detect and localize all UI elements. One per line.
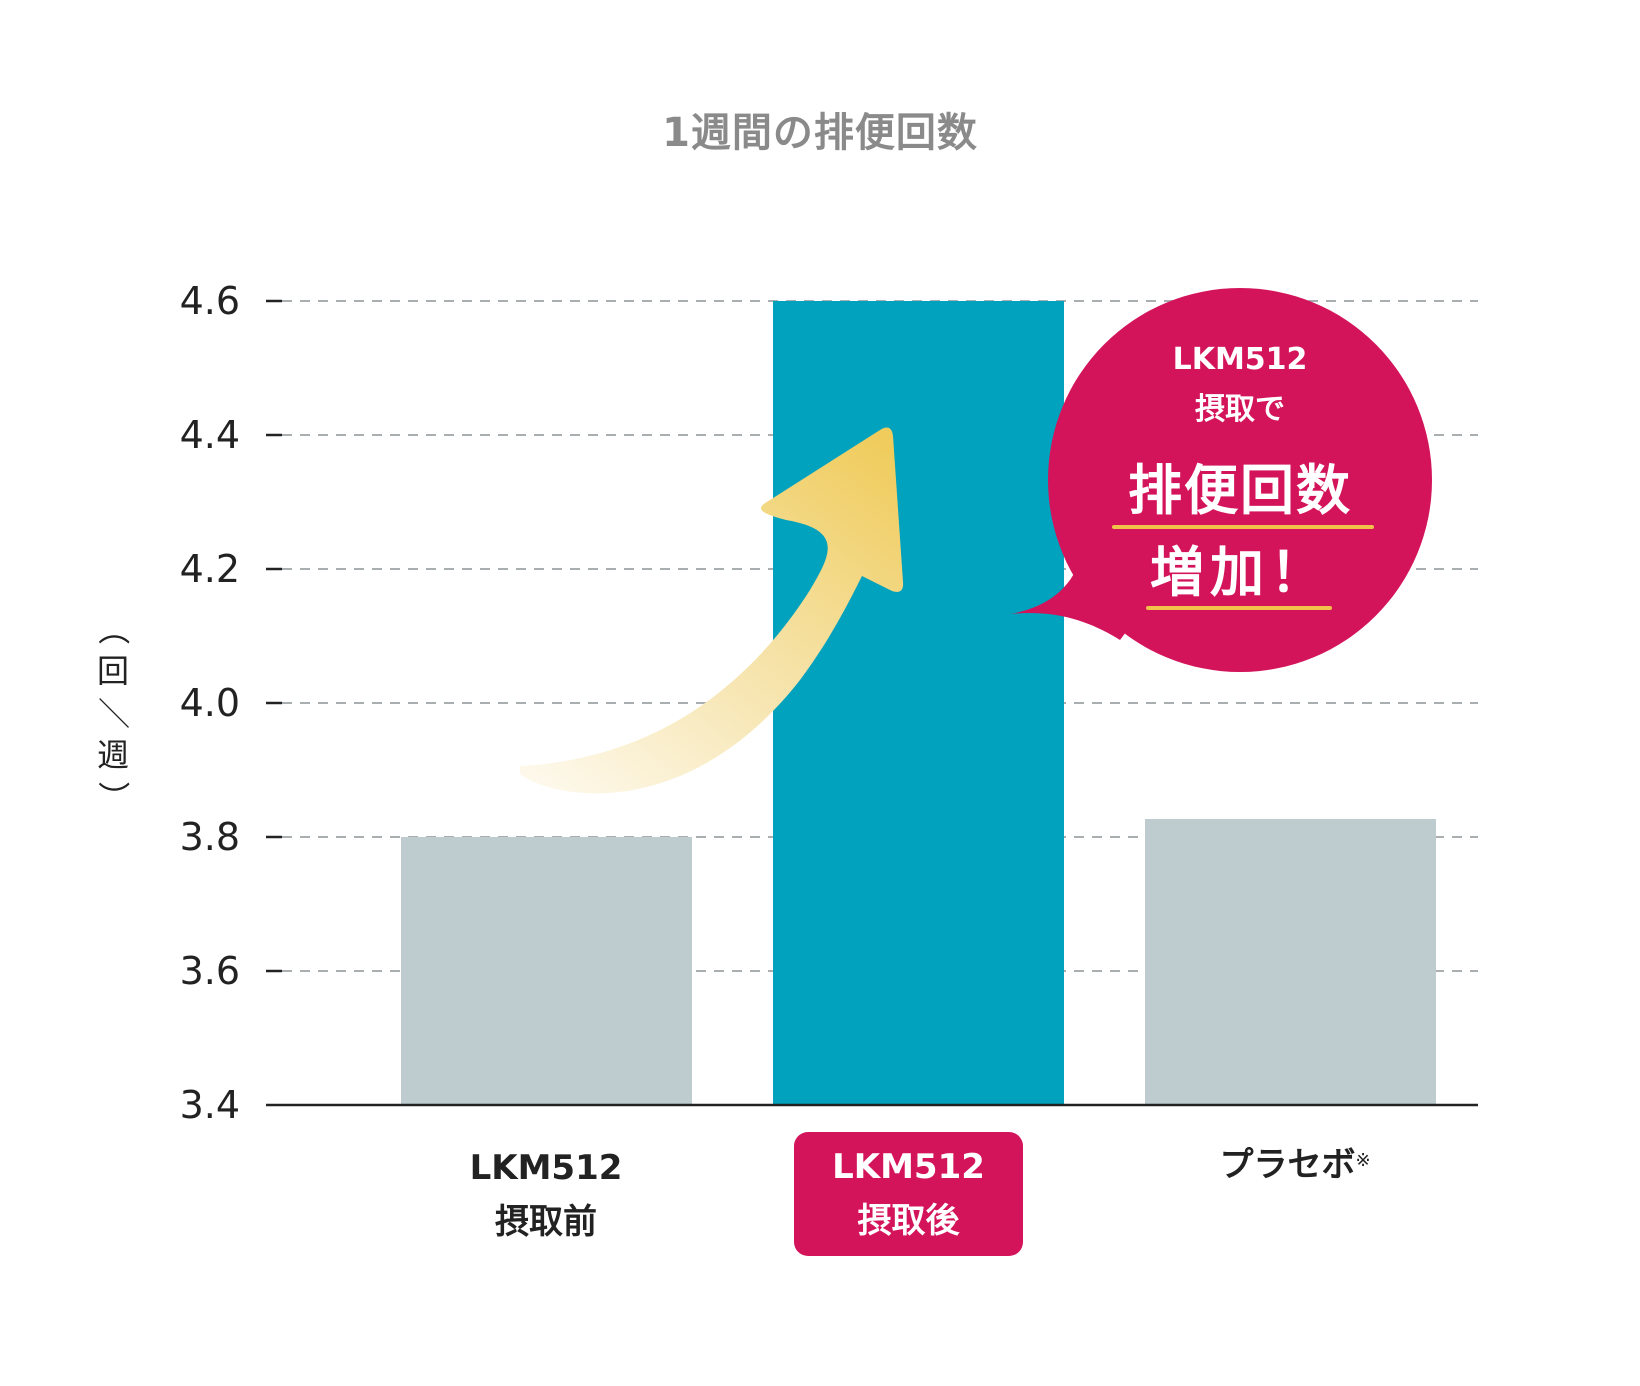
callout-line-4: 増加！ — [1150, 541, 1330, 604]
y-label-paren-close: ） — [94, 780, 132, 813]
x-label-line: LKM512 — [832, 1147, 985, 1187]
increase-arrow-icon — [520, 427, 904, 794]
y-tick-marks — [266, 299, 282, 973]
x-label-line: 摂取後 — [857, 1201, 960, 1241]
y-tick-label: 4.2 — [179, 547, 240, 591]
y-tick-label: 4.4 — [179, 413, 240, 457]
y-tick-label: 4.0 — [179, 681, 240, 725]
x-label-before: LKM512 摂取前 — [446, 1141, 646, 1249]
x-label-placebo: プラセボ※ — [1170, 1138, 1420, 1192]
y-tick-label: 3.6 — [179, 949, 240, 993]
y-tick-label: 3.4 — [179, 1083, 240, 1127]
y-label-unit-count: 回 — [96, 652, 129, 690]
y-label-unit-week: 週 — [96, 736, 129, 774]
x-label-line: LKM512 — [469, 1148, 623, 1188]
y-label-slash: ／ — [94, 696, 132, 729]
x-label-line: プラセボ — [1219, 1145, 1356, 1185]
x-label-line: 摂取前 — [495, 1202, 597, 1242]
footnote-mark: ※ — [1355, 1150, 1371, 1171]
y-tick-label: 3.8 — [179, 815, 240, 859]
x-label-after-highlight: LKM512 摂取後 — [794, 1132, 1023, 1256]
bar-after — [773, 301, 1064, 1105]
bar-before — [401, 837, 692, 1105]
callout-line-1: LKM512 — [1172, 342, 1308, 377]
callout-line-2: 摂取で — [1195, 392, 1285, 427]
bar-placebo — [1145, 819, 1436, 1105]
callout-line-3: 排便回数 — [1128, 459, 1352, 522]
y-axis-label: （ 回 ／ 週 ） — [92, 608, 134, 818]
chart-title: 1週間の排便回数 — [662, 110, 978, 156]
y-label-paren-open: （ — [94, 612, 132, 645]
callout-bubble — [1010, 288, 1432, 672]
y-tick-label: 4.6 — [179, 279, 240, 323]
